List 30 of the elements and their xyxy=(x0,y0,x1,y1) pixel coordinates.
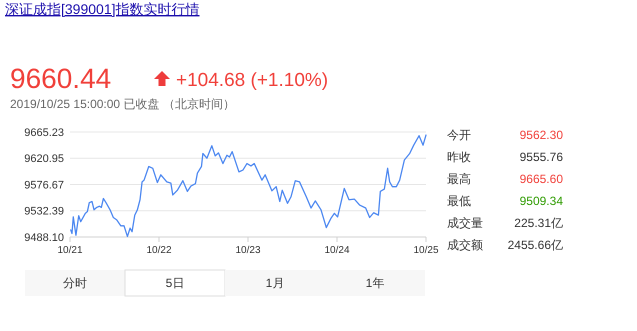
y-tick-label: 9620.95 xyxy=(24,153,64,166)
x-tick-label: 10/24 xyxy=(324,245,350,256)
text: 5日 xyxy=(166,276,184,290)
y-tick-label: 9532.39 xyxy=(24,206,64,218)
text: 225.31亿 xyxy=(514,216,563,230)
x-tick-label: 10/22 xyxy=(146,245,172,256)
y-tick-label: 9665.23 xyxy=(24,127,64,139)
y-tick-label: 9488.10 xyxy=(24,232,64,244)
text: 成交额 xyxy=(447,238,483,252)
text: 成交量 xyxy=(447,216,483,230)
text: 9665.60 xyxy=(520,172,564,186)
text: 9562.30 xyxy=(520,128,564,142)
text: +104.68 (+1.10%) xyxy=(176,70,328,91)
x-tick-label: 10/25 xyxy=(413,245,439,256)
text: 今开 xyxy=(447,128,471,142)
text: 分时 xyxy=(63,276,87,290)
text: 1年 xyxy=(366,276,384,290)
x-tick-label: 10/23 xyxy=(235,245,261,256)
text: 9660.44 xyxy=(10,63,112,94)
text: 最高 xyxy=(447,172,471,186)
text: 2455.66亿 xyxy=(508,238,563,252)
text: 1月 xyxy=(266,276,284,290)
text: 9555.76 xyxy=(520,150,564,164)
text: 昨收 xyxy=(447,150,471,164)
text: 2019/10/25 15:00:00 已收盘 （北京时间） xyxy=(10,97,235,111)
x-tick-label: 10/21 xyxy=(57,245,83,256)
y-tick-label: 9576.67 xyxy=(24,179,64,192)
chart-title: 深证成指[399001]指数实时行情 xyxy=(5,1,200,17)
text: 最低 xyxy=(447,194,471,208)
text: 9509.34 xyxy=(520,194,564,208)
